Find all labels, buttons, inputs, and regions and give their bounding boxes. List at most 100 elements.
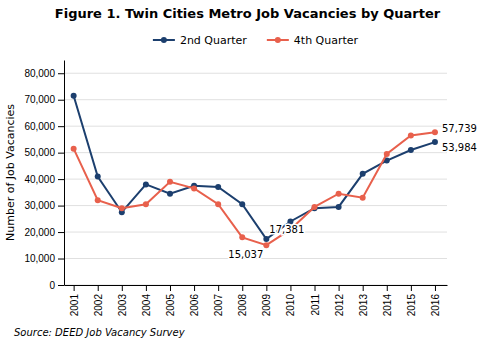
- x-tick-mark: [194, 285, 195, 291]
- y-tick-label: 80,000: [24, 68, 55, 79]
- point: [95, 173, 101, 179]
- point: [336, 204, 342, 210]
- x-tick: 2001: [69, 285, 80, 316]
- point: [95, 197, 101, 203]
- x-tick-label: 2013: [358, 294, 369, 317]
- x-tick-label: 2006: [189, 294, 200, 317]
- x-tick: 2007: [213, 285, 224, 316]
- point: [312, 204, 318, 210]
- x-tick-label: 2004: [141, 294, 152, 317]
- x-tick-mark: [339, 285, 340, 291]
- annotation: 15,037: [228, 249, 263, 260]
- x-tick-label: 2014: [382, 294, 393, 317]
- point: [71, 146, 77, 152]
- series-markers: [71, 129, 438, 248]
- grid-line: [64, 179, 447, 180]
- legend: 2nd Quarter 4th Quarter: [153, 34, 359, 47]
- y-tick: 80,000: [24, 68, 64, 79]
- source-note: Source: DEED Job Vacancy Survey: [14, 327, 186, 338]
- y-tick-label: 70,000: [24, 94, 55, 105]
- y-tick-mark: [58, 285, 64, 286]
- chart: 010,00020,00030,00040,00050,00060,00070,…: [0, 0, 495, 341]
- x-tick: 2014: [382, 285, 393, 316]
- legend-label: 2nd Quarter: [180, 34, 247, 47]
- y-tick-mark: [58, 206, 64, 207]
- x-tick-mark: [435, 285, 436, 291]
- point: [384, 151, 390, 157]
- grid-line: [64, 126, 447, 127]
- x-tick-mark: [146, 285, 147, 291]
- x-tick-label: 2015: [406, 294, 417, 317]
- point: [191, 185, 197, 191]
- y-tick-mark: [58, 126, 64, 127]
- x-tick-mark: [98, 285, 99, 291]
- title: Figure 1. Twin Cities Metro Job Vacancie…: [55, 6, 441, 21]
- grid: [64, 73, 447, 285]
- y-tick-label: 20,000: [24, 227, 55, 238]
- point: [263, 236, 269, 242]
- y-axis-line: [64, 61, 65, 286]
- y-tick-label: 10,000: [24, 253, 55, 264]
- x-tick-mark: [218, 285, 219, 291]
- x-tick-label: 2001: [69, 294, 80, 317]
- x-tick-mark: [315, 285, 316, 291]
- y-tick-label: 50,000: [24, 147, 55, 158]
- y-axis-title: Number of Job Vacancies: [4, 104, 17, 241]
- x-tick: 2012: [334, 285, 345, 316]
- point: [239, 234, 245, 240]
- series-markers: [71, 93, 438, 242]
- point: [360, 195, 366, 201]
- y-tick-label: 60,000: [24, 121, 55, 132]
- y-tick-mark: [58, 100, 64, 101]
- point: [119, 205, 125, 211]
- y-tick: 60,000: [24, 121, 64, 132]
- point: [408, 132, 414, 138]
- x-tick-label: 2010: [285, 294, 296, 317]
- x-tick-label: 2008: [237, 294, 248, 317]
- y-tick: 0: [49, 280, 64, 291]
- point: [167, 191, 173, 197]
- x-tick-mark: [242, 285, 243, 291]
- x-tick-label: 2012: [334, 294, 345, 317]
- point: [432, 129, 438, 135]
- plot-area: [71, 93, 438, 248]
- x-tick: 2003: [117, 285, 128, 316]
- legend-marker: [275, 37, 281, 43]
- x-tick-mark: [74, 285, 75, 291]
- x-tick-mark: [266, 285, 267, 291]
- y-tick: 10,000: [24, 253, 64, 264]
- x-tick: 2008: [237, 285, 248, 316]
- annotations: 17,38115,03753,98457,739: [228, 123, 477, 261]
- y-tick-mark: [58, 259, 64, 260]
- y-tick-mark: [58, 232, 64, 233]
- grid-line: [64, 285, 447, 286]
- y-tick-mark: [58, 153, 64, 154]
- x-tick: 2013: [358, 285, 369, 316]
- point: [239, 201, 245, 207]
- x-tick: 2005: [165, 285, 176, 316]
- y-tick: 30,000: [24, 200, 64, 211]
- x-axis: 2001200220032004200520062007200820092010…: [65, 285, 448, 316]
- x-tick: 2015: [406, 285, 417, 316]
- point: [215, 184, 221, 190]
- y-tick-label: 0: [49, 280, 55, 291]
- grid-line: [64, 232, 447, 233]
- point: [215, 201, 221, 207]
- x-tick: 2010: [285, 285, 296, 316]
- x-tick-label: 2016: [430, 294, 441, 317]
- x-tick-label: 2005: [165, 294, 176, 317]
- legend-item: 4th Quarter: [267, 34, 359, 47]
- point: [263, 242, 269, 248]
- x-tick-label: 2009: [261, 294, 272, 317]
- x-tick: 2011: [310, 285, 321, 316]
- x-tick: 2006: [189, 285, 200, 316]
- x-tick: 2009: [261, 285, 272, 316]
- legend-label: 4th Quarter: [294, 34, 359, 47]
- legend-item: 2nd Quarter: [153, 34, 247, 47]
- point: [143, 201, 149, 207]
- x-tick-mark: [387, 285, 388, 291]
- x-tick-mark: [290, 285, 291, 291]
- x-tick-label: 2003: [117, 294, 128, 317]
- point: [360, 171, 366, 177]
- x-tick: 2004: [141, 285, 152, 316]
